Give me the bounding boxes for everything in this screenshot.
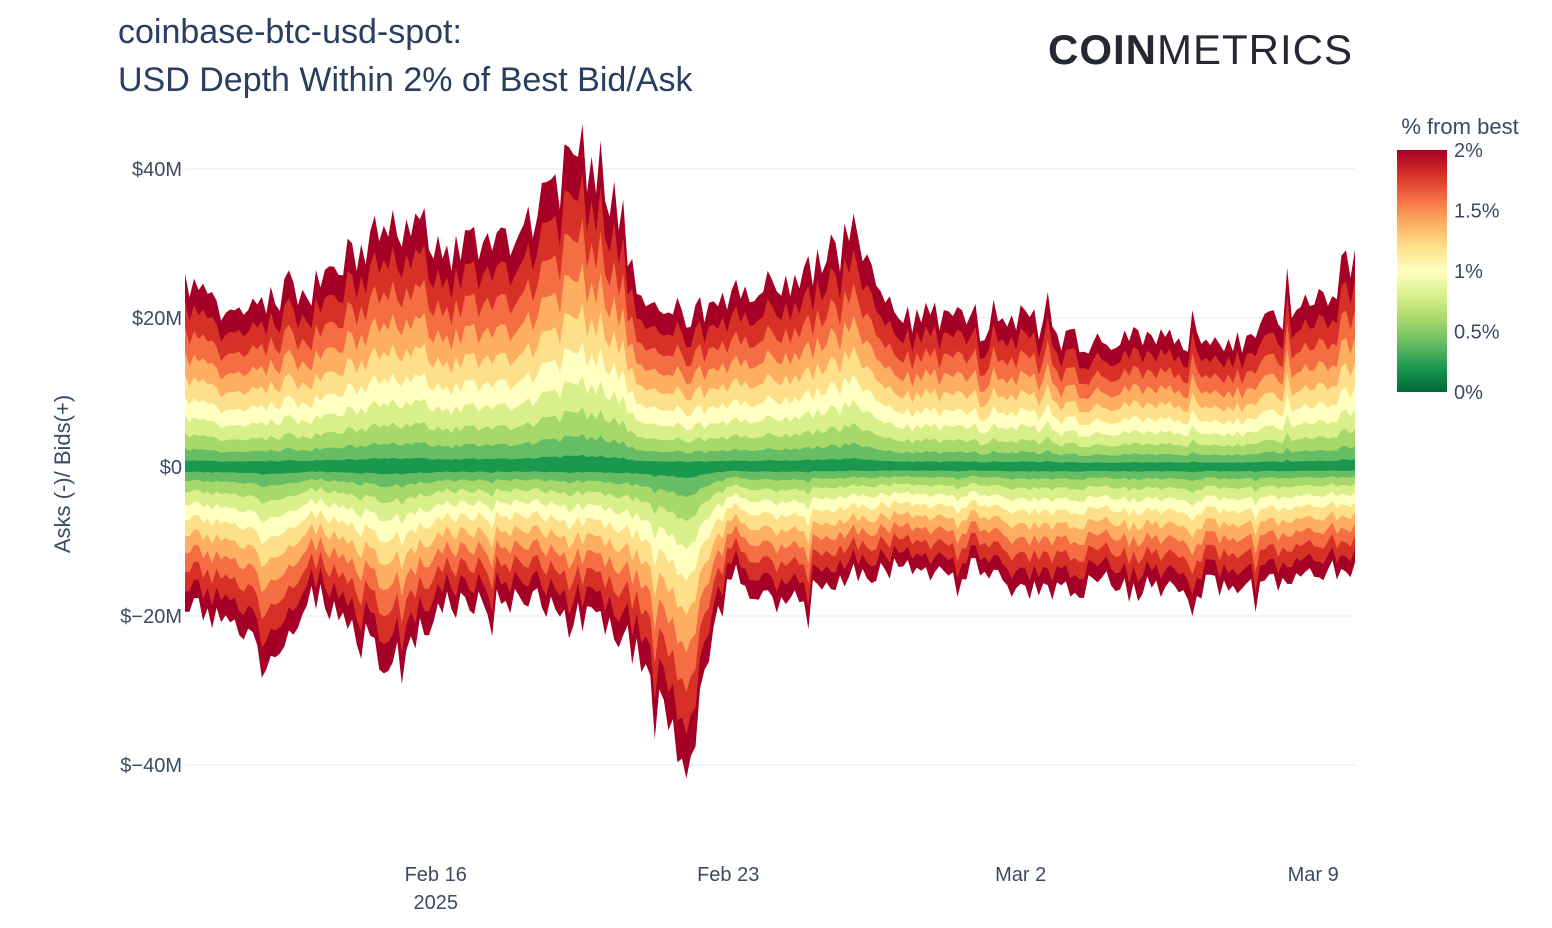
x-tick-label: Mar 9 xyxy=(1288,864,1339,886)
colorbar-scale xyxy=(1397,150,1447,392)
colorbar-tick-label: 1% xyxy=(1454,261,1483,283)
logo-part2: METRICS xyxy=(1157,26,1353,73)
y-axis: $40M $20M $0 $−20M $−40M xyxy=(120,159,182,777)
ask-depth-band xyxy=(185,467,1355,498)
ask-depth-band xyxy=(185,467,1355,479)
colorbar-tick-label: 0.5% xyxy=(1454,322,1500,344)
colorbar-tick-label: 1.5% xyxy=(1454,201,1500,223)
chart-title: coinbase-btc-usd-spot: USD Depth Within … xyxy=(118,8,692,104)
bid-depth-band xyxy=(185,454,1355,467)
colorbar: % from best 2% 1.5% 1% 0.5% 0% xyxy=(1397,114,1519,404)
chart-title-line2: USD Depth Within 2% of Best Bid/Ask xyxy=(118,61,693,99)
x-tick-label: Mar 2 xyxy=(995,864,1046,886)
coinmetrics-logo: COINMETRICS xyxy=(1048,26,1353,74)
y-tick-label: $20M xyxy=(132,308,182,330)
x-axis: Feb 16 2025 Feb 23 Mar 2 Mar 9 xyxy=(405,864,1339,914)
y-tick-label: $40M xyxy=(132,159,182,181)
y-axis-label: Asks (-)/ Bids(+) xyxy=(50,395,75,553)
y-tick-label: $−20M xyxy=(120,606,182,628)
x-tick-sublabel: 2025 xyxy=(413,892,458,914)
y-tick-label: $−40M xyxy=(120,755,182,777)
colorbar-ticks: 2% 1.5% 1% 0.5% 0% xyxy=(1454,140,1500,404)
colorbar-title: % from best xyxy=(1401,114,1518,139)
colorbar-tick-label: 0% xyxy=(1454,382,1483,404)
y-tick-label: $0 xyxy=(160,457,182,479)
chart-title-line1: coinbase-btc-usd-spot: xyxy=(118,13,462,51)
colorbar-tick-label: 2% xyxy=(1454,140,1483,162)
plot-area xyxy=(185,124,1355,779)
x-tick-label: Feb 16 xyxy=(405,864,467,886)
bid-depth-band xyxy=(185,433,1355,467)
x-tick-label: Feb 23 xyxy=(697,864,759,886)
ask-depth-band xyxy=(185,467,1355,522)
logo-part1: COIN xyxy=(1048,26,1157,73)
